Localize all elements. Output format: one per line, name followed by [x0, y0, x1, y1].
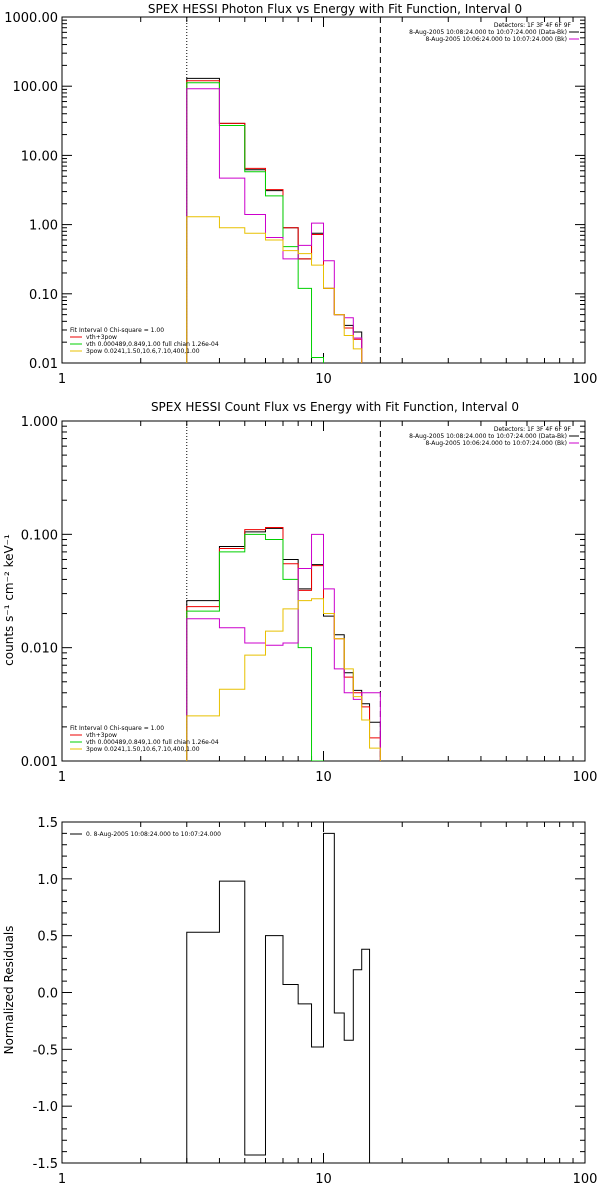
photon-time-range-entry: 8-Aug-2005 10:08:24.000 to 10:07:24.000 … — [409, 29, 567, 36]
count-flux-y-axis-label: counts s⁻¹ cm⁻² keV⁻¹ — [2, 534, 16, 666]
resid-x-tick-label: 10 — [315, 1172, 332, 1187]
photon-x-tick-label: 10 — [315, 372, 332, 387]
photon-x-tick-label: 100 — [573, 372, 598, 387]
count-flux-panel: SPEX HESSI Count Flux vs Energy with Fit… — [2, 400, 519, 666]
resid-legend-entry: 0. 8-Aug-2005 10:08:24.000 to 10:07:24.0… — [86, 831, 221, 838]
count-legend-entry: vth+3pow — [86, 732, 117, 739]
count-legend-header: Fit Interval 0 Chi-square = 1.00 — [70, 725, 164, 732]
resid-y-tick-label: 0.5 — [37, 930, 58, 945]
photon-time-range-entry: 8-Aug-2005 10:06:24.000 to 10:07:24.000 … — [425, 36, 567, 43]
count-time-range-entry: 8-Aug-2005 10:08:24.000 to 10:07:24.000 … — [409, 433, 567, 440]
photon-detectors-header: Detectors: 1F 3F 4F 6F 9F — [494, 22, 572, 29]
resid-x-tick-label: 1 — [58, 1172, 66, 1187]
count-series-3-histogram — [186, 533, 381, 761]
count-series-4-histogram — [186, 598, 381, 761]
photon-legend-entry: 3pow 0.0241,1.50,10.6,7.10,400,1.00 — [86, 348, 200, 355]
photon-y-tick-label: 10.00 — [21, 149, 58, 164]
count-time-range-entry: 8-Aug-2005 10:06:24.000 to 10:07:24.000 … — [425, 440, 567, 447]
resid-y-tick-label: -1.0 — [33, 1100, 58, 1115]
resid-y-tick-label: 0.0 — [37, 987, 58, 1002]
count-detectors-header: Detectors: 1F 3F 4F 6F 9F — [494, 426, 572, 433]
photon-plot-frame — [61, 16, 586, 364]
photon-y-tick-label: 0.01 — [29, 357, 58, 372]
count-y-tick-label: 0.010 — [21, 642, 58, 657]
photon-series-3-histogram — [186, 88, 363, 363]
count-x-tick-label: 1 — [58, 770, 66, 785]
resid-y-tick-label: 1.5 — [37, 816, 58, 831]
count-x-tick-label: 10 — [315, 770, 332, 785]
residuals-panel: Normalized Residuals — [2, 926, 16, 1055]
count-plot-area — [186, 421, 381, 761]
photon-flux-panel: SPEX HESSI Photon Flux vs Energy with Fi… — [148, 2, 522, 16]
photon-y-tick-label: 1.00 — [29, 219, 58, 234]
photon-series-4-histogram — [186, 216, 363, 363]
count-series-2-histogram — [186, 533, 324, 761]
photon-flux-title: SPEX HESSI Photon Flux vs Energy with Fi… — [148, 2, 522, 16]
resid-plot-area — [186, 832, 371, 1163]
count-y-tick-label: 1.000 — [21, 415, 58, 430]
photon-y-tick-label: 0.10 — [29, 288, 58, 303]
count-legend-entry: vth 0.000489,0.849,1.00 full chian 1.26e… — [86, 739, 219, 746]
resid-y-tick-label: 1.0 — [37, 873, 58, 888]
resid-x-tick-label: 100 — [573, 1172, 598, 1187]
count-series-0-histogram — [186, 527, 381, 761]
resid-y-tick-label: -1.5 — [33, 1157, 58, 1172]
count-y-tick-label: 0.001 — [21, 755, 58, 770]
photon-y-tick-label: 100.00 — [13, 80, 59, 95]
photon-series-2-histogram — [186, 82, 324, 363]
photon-legend-entry: vth+3pow — [86, 334, 117, 341]
resid-y-tick-label: -0.5 — [33, 1043, 58, 1058]
count-legend-entry: 3pow 0.0241,1.50,10.6,7.10,400,1.00 — [86, 746, 200, 753]
photon-legend-header: Fit Interval 0 Chi-square = 1.00 — [70, 327, 164, 334]
photon-y-tick-label: 1000.00 — [4, 11, 58, 26]
photon-series-1-histogram — [186, 80, 363, 363]
count-y-tick-label: 0.100 — [21, 528, 58, 543]
count-x-tick-label: 100 — [573, 770, 598, 785]
photon-legend-entry: vth 0.000489,0.849,1.00 full chian 1.26e… — [86, 341, 219, 348]
photon-plot-area — [186, 17, 381, 363]
resid-series-0-histogram — [186, 832, 371, 1163]
residuals-y-axis-label: Normalized Residuals — [2, 926, 16, 1055]
count-flux-title: SPEX HESSI Count Flux vs Energy with Fit… — [151, 400, 519, 414]
photon-x-tick-label: 1 — [58, 372, 66, 387]
